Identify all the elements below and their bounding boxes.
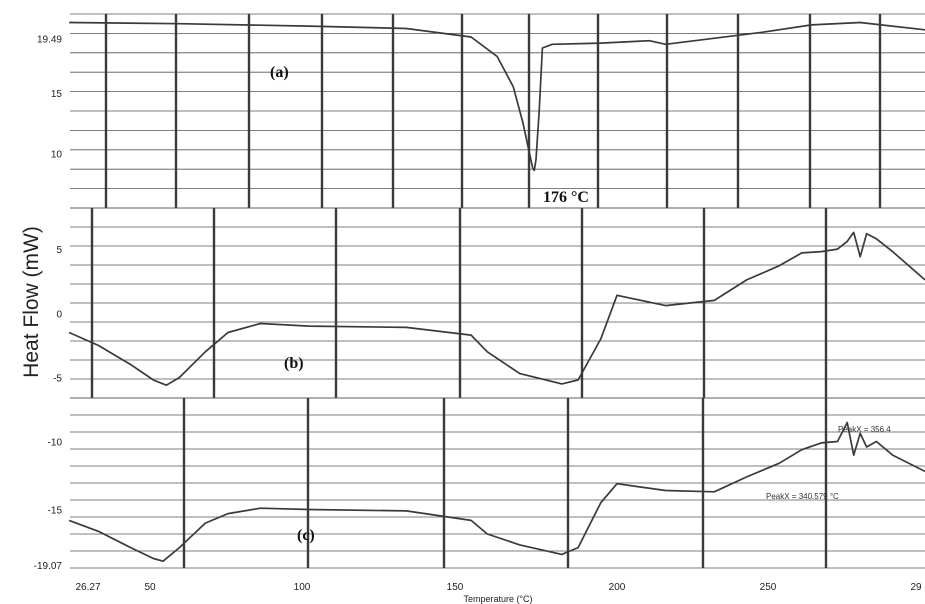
x-axis-label: Temperature (°C): [463, 594, 532, 604]
dsc-curve: [68, 231, 925, 387]
panel-label: (b): [284, 355, 304, 372]
panel-label: (c): [297, 527, 315, 544]
y-tick-label: -5: [53, 373, 62, 384]
x-tick-label: 29: [910, 582, 922, 593]
x-tick-label: 250: [760, 582, 777, 593]
y-tick-label: -15: [48, 506, 63, 517]
y-tick-label: 0: [56, 309, 62, 320]
y-tick-label: 19.49: [37, 34, 62, 45]
y-axis-label: Heat Flow (mW): [20, 226, 43, 378]
x-tick-label: 100: [294, 582, 311, 593]
peak-note: PeakX = 356.4: [838, 425, 891, 434]
dsc-curve: [69, 21, 925, 172]
x-axis: 26.27 50 100 150 200 250 29: [75, 582, 922, 593]
y-tick-label: 15: [51, 89, 63, 100]
peak-note: PeakX = 340.579 °C: [766, 492, 839, 501]
x-tick-label: 200: [609, 582, 626, 593]
dsc-curve: [68, 421, 925, 563]
y-tick-label: 10: [51, 149, 63, 160]
panel-b: 5 0 -5 (b): [53, 207, 925, 399]
x-tick-label: 150: [447, 582, 464, 593]
y-tick-label: -10: [48, 438, 63, 449]
x-tick-label: 50: [144, 582, 156, 593]
y-tick-label: -19.07: [34, 561, 63, 572]
peak-annotation: 176 °C: [543, 189, 589, 206]
x-tick-label: 26.27: [75, 582, 100, 593]
panel-label: (a): [270, 64, 289, 81]
y-tick-label: 5: [56, 245, 62, 256]
panel-c: -10 -15 -19.07 (c) PeakX = 356.4 PeakX = 340.…: [34, 397, 925, 572]
